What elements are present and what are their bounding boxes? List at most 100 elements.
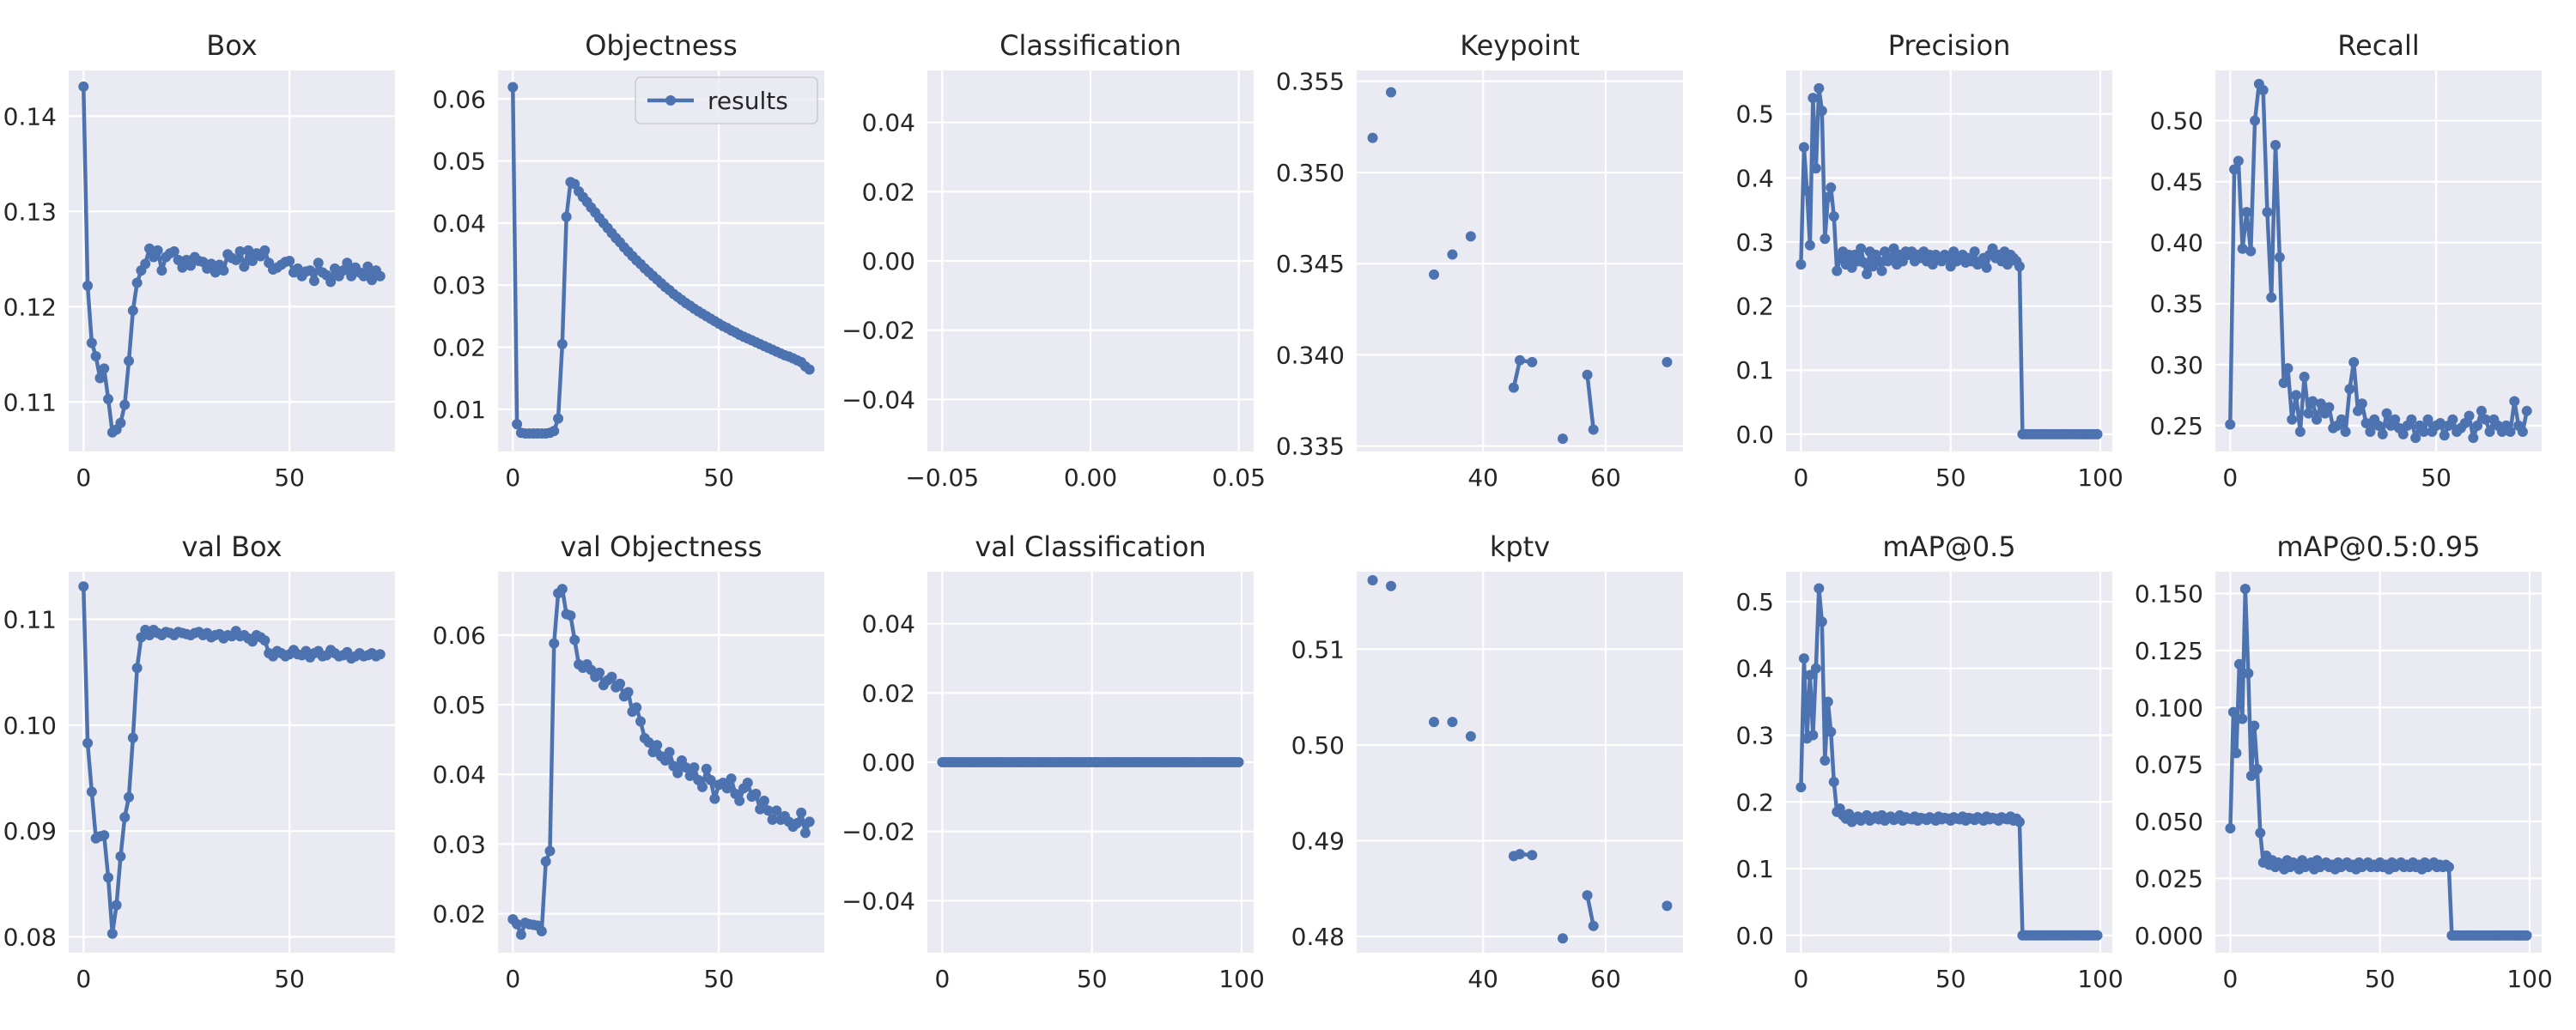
chart-classification: −0.05 0.00 0.05 −0.04 −0.02 0.00 0.02 0.04 Class… bbox=[841, 29, 1266, 492]
y-tick-label: 0.40 bbox=[2150, 229, 2203, 258]
data-point bbox=[1810, 163, 1821, 174]
data-point bbox=[1822, 191, 1833, 203]
data-point bbox=[1801, 185, 1813, 197]
data-point bbox=[2356, 398, 2367, 409]
y-tick-label: 0.10 bbox=[3, 712, 57, 740]
y-tick-label: 0.075 bbox=[2135, 751, 2203, 779]
data-point bbox=[127, 732, 138, 743]
data-point bbox=[1527, 850, 1538, 861]
series-line bbox=[1585, 374, 1595, 430]
data-point bbox=[758, 796, 769, 807]
data-point bbox=[367, 275, 378, 286]
data-point bbox=[185, 260, 197, 271]
data-point bbox=[2255, 827, 2266, 839]
y-tick-label: 0.04 bbox=[862, 109, 915, 137]
data-point bbox=[701, 763, 712, 774]
data-point bbox=[1798, 653, 1809, 664]
y-tick-label: 0.02 bbox=[862, 679, 915, 707]
data-point bbox=[2312, 414, 2323, 425]
data-point bbox=[2521, 930, 2532, 941]
data-point bbox=[2336, 414, 2347, 425]
plot-area bbox=[2215, 572, 2542, 953]
data-point bbox=[2315, 398, 2326, 409]
data-point bbox=[313, 258, 324, 269]
plot-area bbox=[1786, 572, 2112, 953]
x-tick-label: 0 bbox=[1794, 464, 1809, 492]
data-point bbox=[1804, 239, 1815, 251]
data-point bbox=[1527, 356, 1538, 367]
data-point bbox=[1367, 575, 1378, 586]
data-point bbox=[1386, 87, 1396, 98]
data-point bbox=[329, 263, 340, 274]
y-tick-label: 0.12 bbox=[3, 293, 57, 321]
chart-title: kptv bbox=[1490, 530, 1550, 563]
data-point bbox=[124, 791, 135, 803]
data-point bbox=[2406, 414, 2417, 425]
chart-title: mAP@0.5 bbox=[1882, 530, 2015, 563]
data-point bbox=[374, 649, 386, 660]
y-tick-label: 0.49 bbox=[1291, 827, 1345, 855]
x-tick-label: 40 bbox=[1467, 965, 1498, 993]
data-point bbox=[2225, 419, 2236, 430]
data-point bbox=[799, 827, 811, 839]
data-point bbox=[2447, 414, 2458, 425]
data-point bbox=[2282, 363, 2293, 374]
data-point bbox=[305, 265, 316, 276]
data-point bbox=[2239, 584, 2251, 595]
x-tick-label: 0 bbox=[2223, 965, 2239, 993]
legend-label: results bbox=[708, 87, 788, 115]
data-point bbox=[78, 81, 89, 92]
y-tick-label: 0.30 bbox=[2150, 351, 2203, 379]
data-point bbox=[1429, 717, 1439, 728]
y-tick-label: 0.2 bbox=[1735, 788, 1774, 816]
data-point bbox=[2243, 668, 2254, 679]
data-point bbox=[1447, 249, 1458, 260]
data-point bbox=[1447, 717, 1458, 728]
data-point bbox=[1828, 211, 1839, 222]
data-point bbox=[358, 270, 369, 282]
data-point bbox=[2262, 207, 2273, 218]
data-point bbox=[515, 929, 526, 940]
data-point bbox=[556, 338, 568, 349]
data-point bbox=[86, 337, 97, 348]
x-tick-label: 40 bbox=[1467, 464, 1498, 492]
chart-box: 0 50 0.11 0.12 0.13 0.14 Box bbox=[3, 29, 395, 492]
data-point bbox=[796, 807, 807, 818]
data-point bbox=[259, 635, 270, 646]
y-tick-label: 0.08 bbox=[3, 924, 57, 952]
data-point bbox=[2422, 414, 2433, 425]
data-point bbox=[362, 261, 374, 272]
data-point bbox=[536, 925, 547, 936]
data-point bbox=[2517, 426, 2528, 437]
y-tick-label: 0.03 bbox=[433, 830, 486, 858]
data-point bbox=[1798, 142, 1809, 153]
x-tick-label: 50 bbox=[703, 965, 734, 993]
data-point bbox=[549, 426, 560, 437]
data-point bbox=[140, 258, 151, 270]
data-point bbox=[615, 678, 626, 689]
data-point bbox=[1876, 265, 1887, 276]
data-point bbox=[119, 812, 131, 823]
data-point bbox=[2257, 85, 2269, 96]
data-point bbox=[1874, 256, 1885, 267]
series-results bbox=[2225, 584, 2532, 941]
chart-title: val Objectness bbox=[560, 530, 762, 563]
series-results bbox=[1367, 575, 1673, 944]
data-point bbox=[115, 851, 126, 862]
x-tick-label: 0 bbox=[76, 965, 91, 993]
x-tick-label: 0 bbox=[76, 464, 91, 492]
y-tick-label: 0.13 bbox=[3, 197, 57, 226]
data-point bbox=[1858, 257, 1869, 268]
y-tick-label: 0.350 bbox=[1276, 159, 1345, 187]
data-point bbox=[1826, 182, 1837, 193]
chart-map-0-5: 0 50 100 0.0 0.1 0.2 0.3 0.4 0.5 mAP@0.5 bbox=[1735, 530, 2123, 993]
data-point bbox=[2291, 390, 2302, 401]
data-point bbox=[544, 845, 556, 857]
data-point bbox=[2509, 396, 2520, 407]
data-point bbox=[549, 638, 560, 649]
y-tick-label: 0.150 bbox=[2135, 579, 2203, 608]
data-point bbox=[696, 781, 708, 792]
data-point bbox=[1822, 696, 1833, 707]
data-point bbox=[606, 671, 617, 682]
data-point bbox=[152, 245, 163, 256]
